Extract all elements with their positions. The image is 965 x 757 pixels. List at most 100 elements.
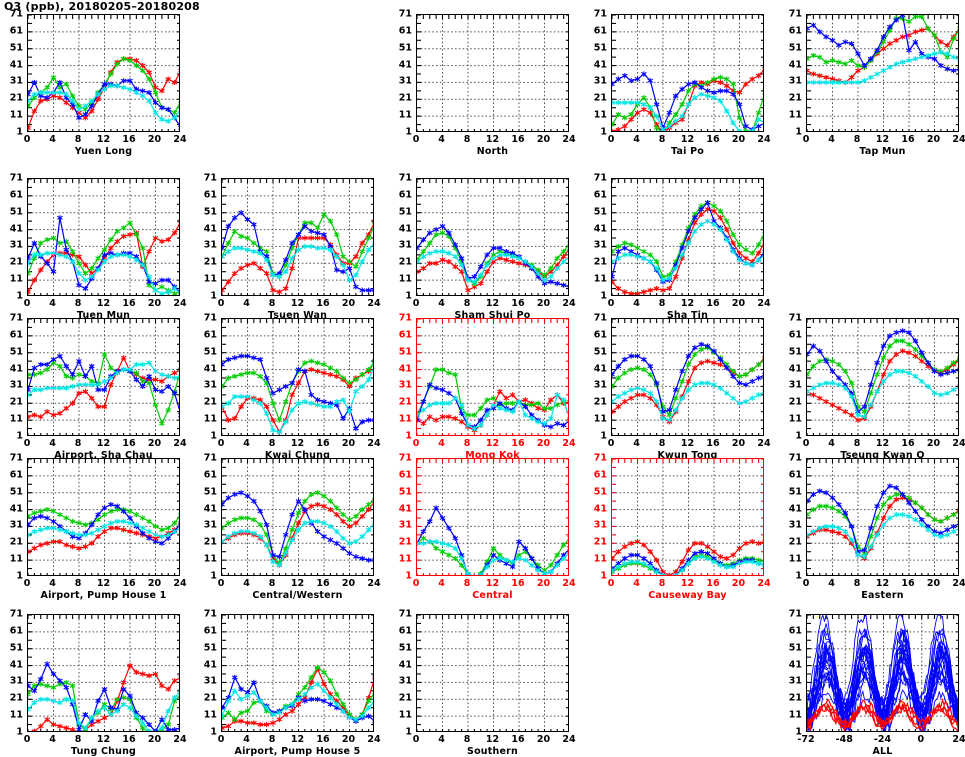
x-axis-tick-label: 8: [659, 438, 666, 449]
series-green: [417, 367, 569, 421]
x-axis-tick-label: 16: [511, 578, 524, 589]
x-axis-tick-label: 24: [562, 438, 575, 449]
x-axis-tick-label: 24: [757, 578, 770, 589]
y-axis-tick-label: 21: [587, 257, 607, 268]
y-axis-tick-label: 61: [3, 329, 23, 340]
x-axis-tick-label: 16: [122, 298, 135, 309]
plot-area: [221, 318, 374, 436]
x-axis-tick-label: 20: [732, 578, 745, 589]
x-axis-tick-label: 0: [413, 298, 420, 309]
y-axis-tick-label: 1: [392, 127, 412, 138]
x-axis-tick-label: 8: [464, 578, 471, 589]
y-axis-tick-label: 11: [197, 710, 217, 721]
x-axis-tick-label: 4: [243, 734, 250, 745]
y-axis-tick-label: 61: [392, 189, 412, 200]
y-axis-tick-label: 21: [3, 693, 23, 704]
y-axis-tick-label: 61: [3, 189, 23, 200]
y-axis-tick-label: 31: [587, 240, 607, 251]
y-axis-tick-label: 41: [3, 223, 23, 234]
x-axis-tick-label: 8: [464, 134, 471, 145]
y-axis-tick-label: 31: [197, 380, 217, 391]
x-axis-tick-label: 16: [316, 734, 329, 745]
y-axis-tick-label: 11: [3, 710, 23, 721]
plot-area: [221, 614, 374, 732]
y-axis-tick-label: 31: [782, 520, 802, 531]
y-axis-tick-label: 31: [587, 380, 607, 391]
panel-title: Southern: [467, 746, 518, 757]
plot-area: [27, 318, 180, 436]
y-axis-tick-label: 41: [392, 659, 412, 670]
x-axis-tick-label: 0: [608, 438, 615, 449]
y-axis-tick-label: 1: [197, 571, 217, 582]
x-axis-tick-label: 0: [24, 298, 31, 309]
x-axis-tick-label: 4: [49, 578, 56, 589]
x-axis-tick-label: 12: [97, 298, 110, 309]
y-axis-tick-label: 41: [197, 659, 217, 670]
x-axis-tick-label: 20: [342, 298, 355, 309]
x-axis-tick-label: 24: [367, 298, 380, 309]
y-axis-tick-label: 61: [392, 25, 412, 36]
y-axis-tick-label: 61: [587, 469, 607, 480]
y-axis-tick-label: 71: [587, 173, 607, 184]
x-axis-tick-label: 8: [269, 578, 276, 589]
y-axis-tick-label: 41: [587, 59, 607, 70]
x-axis-tick-label: 20: [537, 298, 550, 309]
y-axis-tick-label: 61: [587, 329, 607, 340]
y-axis-tick-label: 61: [197, 625, 217, 636]
y-axis-tick-label: 51: [392, 486, 412, 497]
y-axis-tick-label: 1: [392, 727, 412, 738]
y-axis-tick-label: 21: [3, 537, 23, 548]
y-axis-tick-label: 71: [3, 453, 23, 464]
y-axis-tick-label: 71: [587, 453, 607, 464]
y-axis-tick-label: 41: [782, 59, 802, 70]
x-axis-tick-label: 24: [562, 298, 575, 309]
x-axis-tick-label: 0: [218, 298, 225, 309]
x-axis-tick-label: 12: [681, 578, 694, 589]
x-axis-tick-label: 16: [511, 134, 524, 145]
y-axis-tick-label: 1: [782, 127, 802, 138]
x-axis-tick-label: 4: [49, 734, 56, 745]
x-axis-tick-label: 4: [633, 578, 640, 589]
y-axis-tick-label: 11: [587, 554, 607, 565]
x-axis-tick-label: -48: [836, 734, 853, 745]
x-axis-tick-label: 4: [438, 734, 445, 745]
x-axis-tick-label: 16: [706, 134, 719, 145]
x-axis-tick-label: 8: [269, 734, 276, 745]
x-axis-tick-label: 0: [413, 134, 420, 145]
panel-title: Causeway Bay: [648, 590, 727, 601]
x-axis-tick-label: 24: [367, 734, 380, 745]
x-axis-tick-label: 0: [24, 438, 31, 449]
y-axis-tick-label: 51: [782, 42, 802, 53]
y-axis-tick-label: 51: [197, 346, 217, 357]
x-axis-tick-label: 24: [952, 438, 965, 449]
y-axis-tick-label: 61: [782, 329, 802, 340]
x-axis-tick-label: 12: [486, 438, 499, 449]
y-axis-tick-label: 1: [3, 431, 23, 442]
y-axis-tick-label: 61: [392, 329, 412, 340]
y-axis-tick-label: 51: [392, 206, 412, 217]
y-axis-tick-label: 21: [392, 93, 412, 104]
x-axis-tick-label: 16: [706, 298, 719, 309]
x-axis-tick-label: 12: [876, 438, 889, 449]
y-axis-tick-label: 11: [782, 710, 802, 721]
y-axis-tick-label: 21: [3, 257, 23, 268]
y-axis-tick-label: 61: [782, 25, 802, 36]
y-axis-tick-label: 31: [3, 380, 23, 391]
x-axis-tick-label: 0: [413, 734, 420, 745]
y-axis-tick-label: 11: [782, 414, 802, 425]
y-axis-tick-label: 11: [3, 554, 23, 565]
x-axis-tick-label: 16: [706, 578, 719, 589]
y-axis-tick-label: 51: [587, 486, 607, 497]
x-axis-tick-label: 0: [24, 134, 31, 145]
y-axis-tick-label: 31: [3, 76, 23, 87]
plot-area: [27, 14, 180, 132]
plot-area: [806, 14, 959, 132]
series-cyan: [612, 554, 764, 576]
plot-area: [806, 458, 959, 576]
